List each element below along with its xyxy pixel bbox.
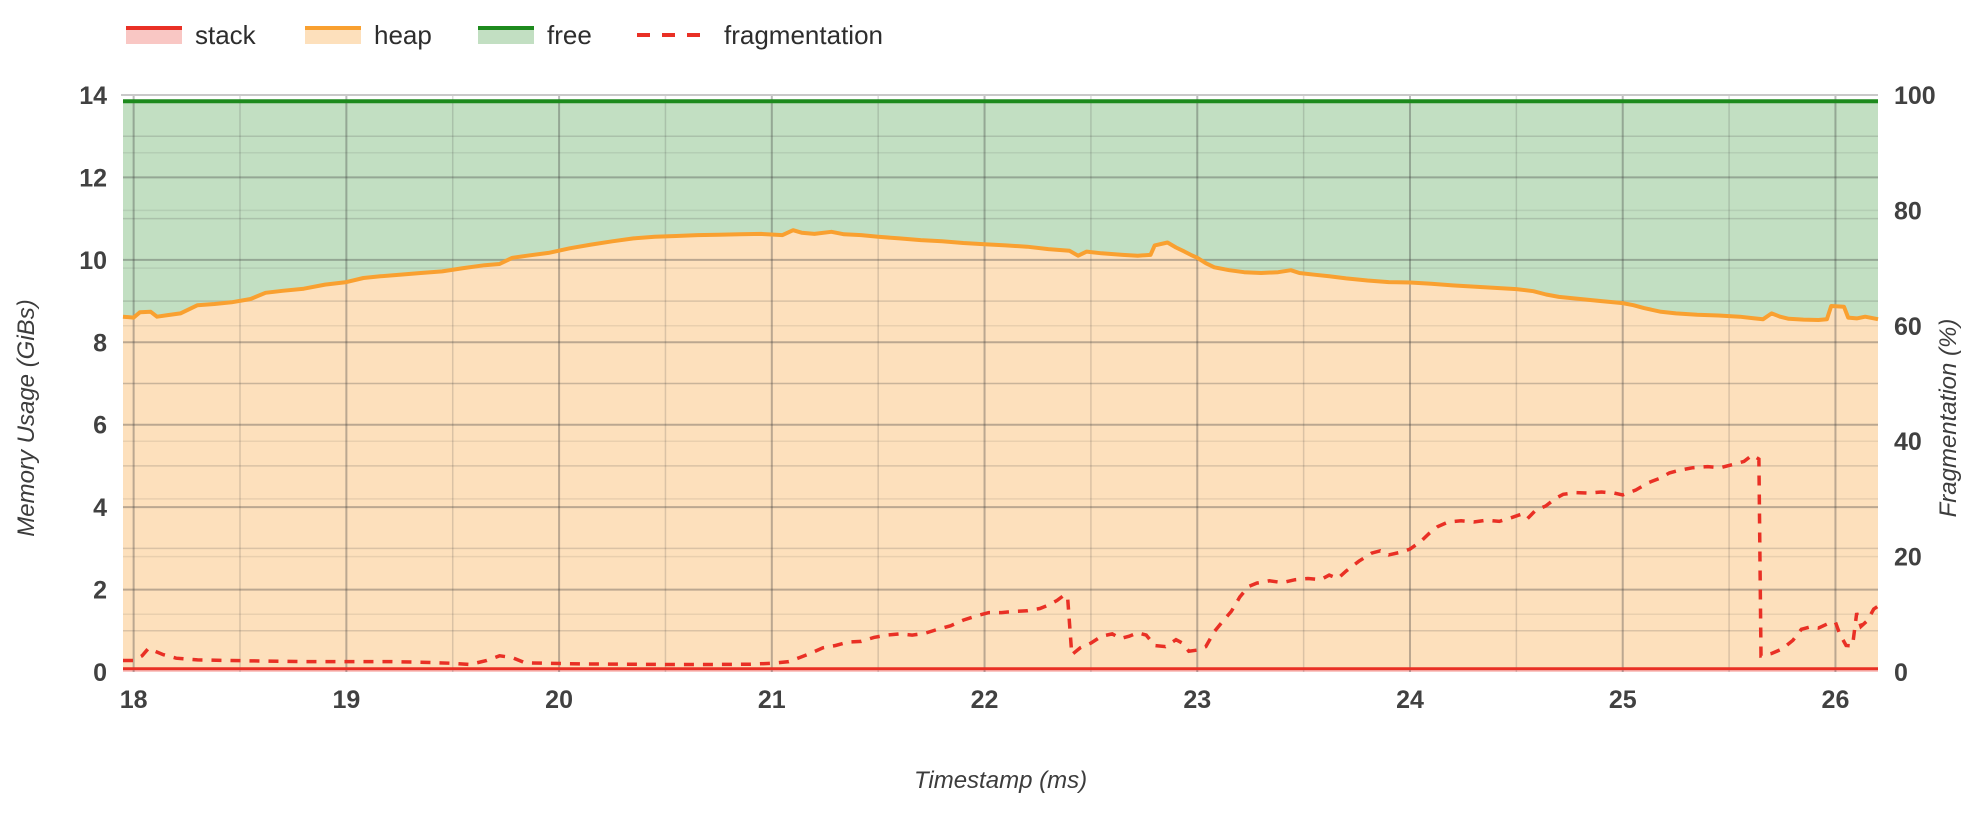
- legend-label-fragmentation: fragmentation: [724, 20, 883, 50]
- y-left-tick-label: 10: [79, 247, 107, 275]
- y-left-tick-label: 14: [79, 82, 107, 110]
- y-right-tick-label: 100: [1894, 82, 1936, 110]
- legend-swatch-fragmentation: [637, 33, 711, 37]
- x-tick-label: 24: [1396, 686, 1424, 714]
- legend-item-heap[interactable]: heap: [305, 20, 432, 50]
- x-tick-label: 22: [971, 686, 999, 714]
- y-right-tick-label: 20: [1894, 544, 1922, 572]
- legend-label-stack: stack: [195, 20, 256, 50]
- legend-swatch-free: [478, 26, 534, 44]
- legend-item-stack[interactable]: stack: [126, 20, 256, 50]
- x-tick-label: 26: [1822, 686, 1850, 714]
- x-tick-label: 21: [758, 686, 786, 714]
- y-left-tick-label: 8: [93, 329, 107, 357]
- y-right-tick-label: 60: [1894, 313, 1922, 341]
- y-right-tick-label: 40: [1894, 428, 1922, 456]
- y-right-axis-title: Fragmentation (%): [1935, 319, 1962, 518]
- heap-area-fill: [123, 230, 1878, 669]
- x-tick-label: 25: [1609, 686, 1637, 714]
- legend-swatch-stack: [126, 26, 182, 44]
- legend-item-fragmentation[interactable]: fragmentation: [637, 20, 883, 50]
- y-left-tick-label: 0: [93, 659, 107, 687]
- legend-swatch-heap: [305, 26, 361, 44]
- y-left-tick-label: 2: [93, 577, 107, 605]
- legend-label-heap: heap: [374, 20, 432, 50]
- x-tick-label: 19: [332, 686, 360, 714]
- y-left-axis-title: Memory Usage (GiBs): [13, 299, 40, 536]
- y-left-tick-label: 4: [93, 494, 107, 522]
- x-tick-label: 20: [545, 686, 573, 714]
- heap-line: [122, 228, 1879, 322]
- fragmentation-line: [123, 452, 1879, 667]
- legend-item-free[interactable]: free: [478, 20, 592, 50]
- x-tick-label: 18: [120, 686, 148, 714]
- y-right-tick-label: 0: [1894, 659, 1908, 687]
- y-right-tick-label: 80: [1894, 197, 1922, 225]
- chart-legend: stack heap free fragmentation: [0, 20, 1988, 50]
- y-left-tick-label: 6: [93, 412, 107, 440]
- x-axis-title: Timestamp (ms): [914, 767, 1087, 794]
- free-area-fill: [123, 101, 1878, 320]
- y-left-tick-label: 12: [79, 164, 107, 192]
- legend-label-free: free: [547, 20, 592, 50]
- x-tick-label: 23: [1183, 686, 1211, 714]
